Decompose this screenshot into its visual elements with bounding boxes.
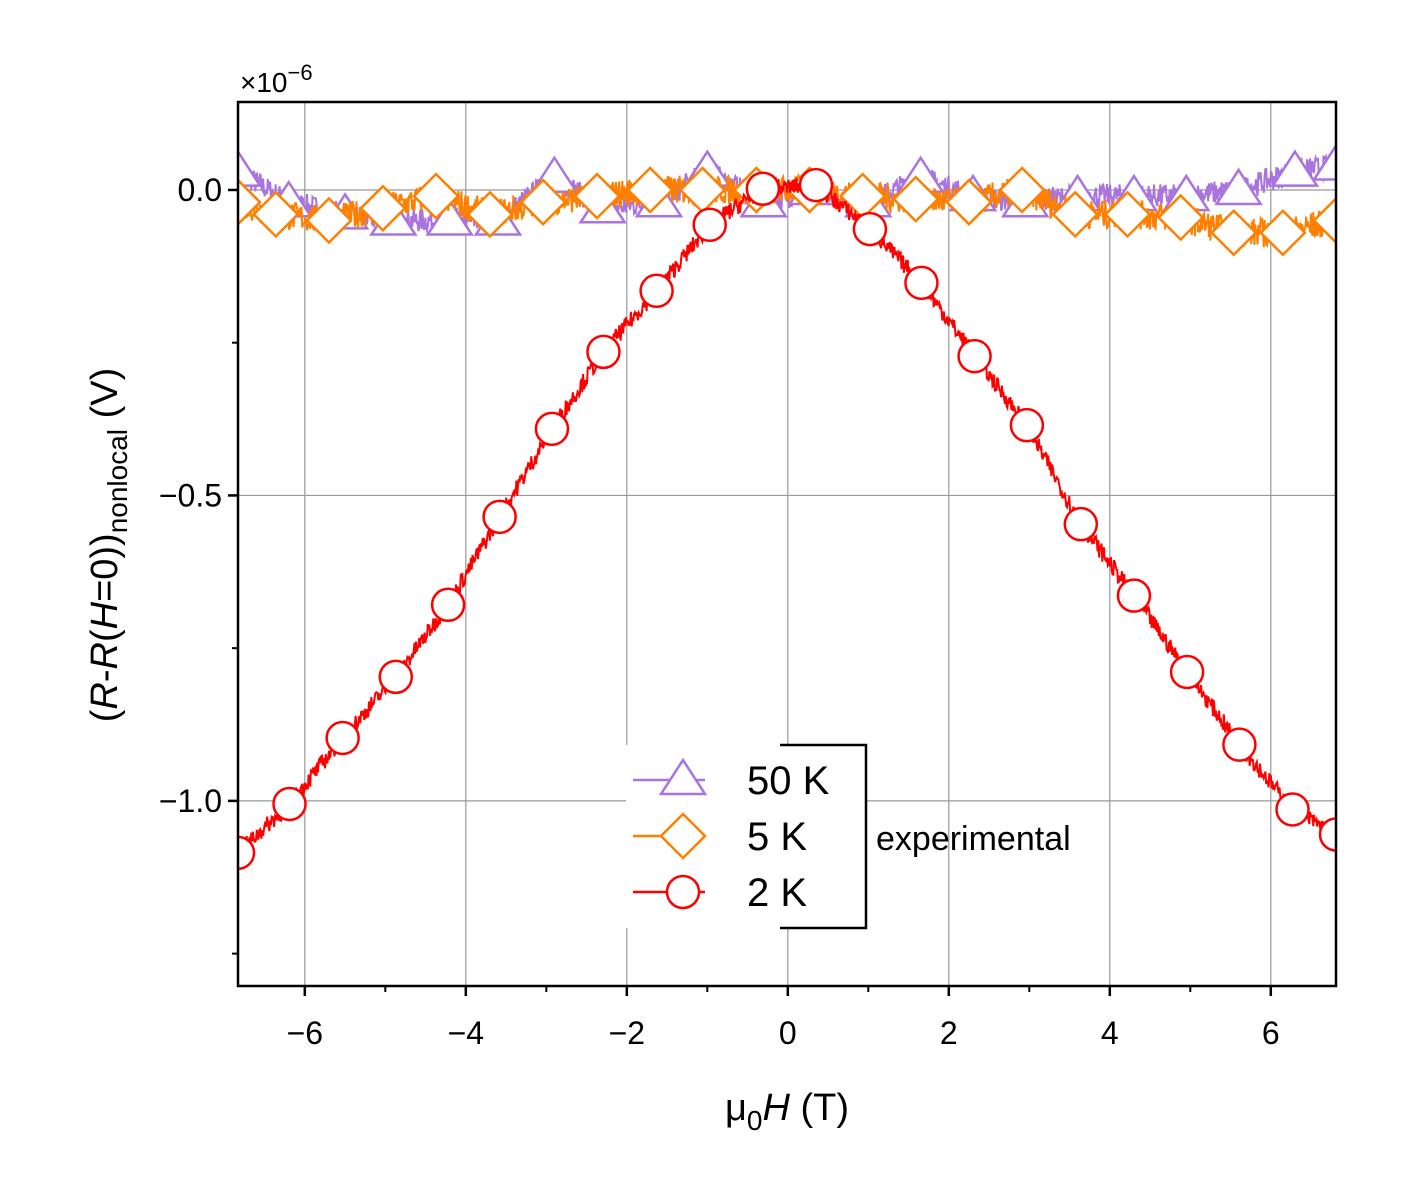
x-tick-label: −4 (448, 1015, 484, 1051)
data-point-diamond (1209, 208, 1258, 257)
data-point-circle (586, 334, 621, 370)
legend-item: 2 K (633, 871, 807, 915)
x-axis-label: μ0H (T) (725, 1087, 849, 1136)
data-point-triangle (1311, 143, 1336, 181)
data-point-circle (957, 338, 992, 374)
ticks: −6 −4 −2 0 2 4 6 0.0 −0.5 −1.0 (159, 172, 1280, 1051)
data-point-diamond (305, 196, 353, 245)
data-point-triangle (238, 149, 263, 187)
x-tick-label: 0 (779, 1015, 797, 1051)
legend-marker-circle (665, 874, 701, 910)
data-point-diamond (466, 190, 514, 239)
y-multiplier: ×10−6 (240, 60, 313, 98)
data-point-diamond (252, 190, 300, 239)
x-tick-label: −2 (609, 1015, 645, 1051)
x-tick-label: 6 (1262, 1015, 1280, 1051)
data-point-diamond (626, 166, 674, 214)
series-line (238, 176, 1336, 864)
series-line (238, 152, 1336, 235)
data-point-circle (639, 273, 674, 309)
data-point-circle (534, 411, 570, 447)
legend-group-label: experimental (876, 820, 1071, 858)
data-point-diamond (1312, 196, 1336, 245)
data-point-triangle (1214, 167, 1263, 206)
data-point-diamond (359, 184, 407, 233)
y-tick-label: 0.0 (178, 172, 222, 208)
data-point-circle (1116, 578, 1152, 613)
y-axis-label: (R-R(H=0))nonlocal (V) (84, 368, 133, 723)
series-2k (238, 167, 1336, 871)
x-tick-label: 4 (1101, 1015, 1119, 1051)
legend-bracket (780, 743, 868, 930)
legend-label: 5 K (747, 815, 807, 859)
data-point-circle (1222, 727, 1257, 762)
data-point-circle (430, 587, 466, 623)
data-point-circle (272, 786, 307, 822)
y-tick-label: −0.5 (159, 477, 222, 513)
data-point-diamond (1259, 208, 1307, 257)
data-point-circle (692, 207, 727, 243)
data-point-diamond (1051, 190, 1099, 239)
legend-marker-triangle (658, 757, 708, 796)
data-point-diamond (519, 178, 567, 226)
legend-item: 50 K (633, 757, 830, 803)
y-tick-label: −1.0 (159, 783, 222, 819)
data-point-circle (238, 835, 256, 871)
legend-marker-diamond (659, 812, 707, 860)
data-point-circle (1063, 506, 1099, 542)
data-point-diamond (998, 166, 1046, 214)
x-tick-label: 2 (940, 1015, 958, 1051)
data-point-circle (1009, 407, 1045, 443)
data-point-circle (482, 499, 517, 535)
data-point-triangle (1270, 149, 1320, 187)
data-point-triangle (425, 198, 475, 236)
data-point-circle (852, 211, 888, 247)
grid (238, 102, 1336, 986)
data-point-circle (798, 167, 834, 203)
data-point-diamond (573, 172, 621, 220)
legend-item: 5 K (633, 812, 807, 860)
data-point-circle (378, 659, 414, 695)
legend-label: 50 K (747, 759, 830, 803)
data-point-circle (745, 171, 781, 207)
data-point-circle (325, 720, 360, 756)
data-point-diamond (892, 175, 940, 223)
data-point-diamond (1103, 190, 1152, 239)
data-point-diamond (238, 178, 262, 226)
data-point-circle (1169, 654, 1205, 690)
data-point-circle (904, 265, 939, 301)
series-layer (238, 143, 1336, 871)
data-point-diamond (412, 172, 460, 220)
legend: experimental 50 K 5 K 2 K (626, 743, 1071, 930)
data-point-circle (1318, 817, 1336, 852)
legend-label: 2 K (747, 871, 807, 915)
data-point-diamond (945, 178, 993, 226)
x-tick-label: −6 (287, 1015, 323, 1051)
data-point-circle (1275, 792, 1310, 827)
data-point-diamond (1156, 193, 1205, 242)
